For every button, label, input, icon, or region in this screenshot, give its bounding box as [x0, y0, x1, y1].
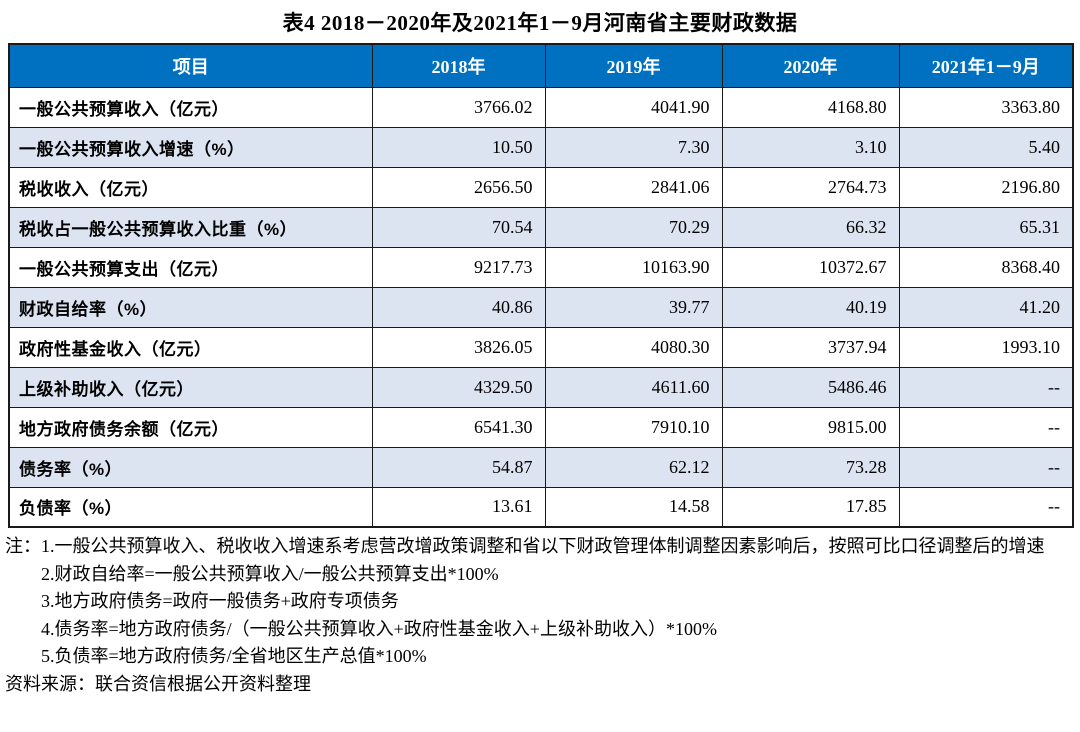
- table-row: 财政自给率（%） 40.86 39.77 40.19 41.20: [8, 286, 1074, 328]
- table-title: 表4 2018－2020年及2021年1－9月河南省主要财政数据: [282, 11, 798, 35]
- cell-value: --: [898, 406, 1074, 448]
- cell-value: 4329.50: [371, 366, 546, 408]
- cell-value: 17.85: [721, 486, 900, 528]
- row-label: 财政自给率（%）: [8, 286, 373, 328]
- cell-value: 7910.10: [544, 406, 723, 448]
- note-item: 4.债务率=地方政府债务/（一般公共预算收入+政府性基金收入+上级补助收入）*1…: [41, 618, 717, 639]
- cell-value: 3.10: [721, 126, 900, 168]
- column-header-2021: 2021年1－9月: [898, 43, 1074, 88]
- cell-value: 70.54: [371, 206, 546, 248]
- cell-value: 65.31: [898, 206, 1074, 248]
- column-header-2019: 2019年: [544, 43, 723, 88]
- table-header: 项目 2018年 2019年 2020年 2021年1－9月: [8, 43, 1074, 88]
- cell-value: 2196.80: [898, 166, 1074, 208]
- cell-value: 9217.73: [371, 246, 546, 288]
- cell-value: 3766.02: [371, 86, 546, 128]
- row-label: 一般公共预算收入增速（%）: [8, 126, 373, 168]
- cell-value: 4611.60: [544, 366, 723, 408]
- cell-value: 3737.94: [721, 326, 900, 368]
- row-label: 政府性基金收入（亿元）: [8, 326, 373, 368]
- note-list: 2.财政自给率=一般公共预算收入/一般公共预算支出*100% 3.地方政府债务=政…: [5, 561, 1075, 671]
- cell-value: 14.58: [544, 486, 723, 528]
- row-label: 一般公共预算支出（亿元）: [8, 246, 373, 288]
- cell-value: 2656.50: [371, 166, 546, 208]
- cell-value: --: [898, 486, 1074, 528]
- cell-value: 6541.30: [371, 406, 546, 448]
- table-row: 负债率（%） 13.61 14.58 17.85 --: [8, 486, 1074, 528]
- cell-value: 5486.46: [721, 366, 900, 408]
- column-header-2018: 2018年: [371, 43, 546, 88]
- source-line: 资料来源：联合资信根据公开资料整理: [5, 673, 311, 694]
- table-row: 一般公共预算收入增速（%） 10.50 7.30 3.10 5.40: [8, 126, 1074, 168]
- table-row: 政府性基金收入（亿元） 3826.05 4080.30 3737.94 1993…: [8, 326, 1074, 368]
- cell-value: 10372.67: [721, 246, 900, 288]
- table-row: 上级补助收入（亿元） 4329.50 4611.60 5486.46 --: [8, 366, 1074, 408]
- note-item: 3.地方政府债务=政府一般债务+政府专项债务: [41, 591, 399, 611]
- cell-value: 5.40: [898, 126, 1074, 168]
- header-row: 项目 2018年 2019年 2020年 2021年1－9月: [8, 43, 1074, 88]
- row-label: 一般公共预算收入（亿元）: [8, 86, 373, 128]
- cell-value: 9815.00: [721, 406, 900, 448]
- cell-value: 4041.90: [544, 86, 723, 128]
- cell-value: 62.12: [544, 446, 723, 488]
- note-1: 注：1.一般公共预算收入、税收收入增速系考虑营改增政策调整和省以下财政管理体制调…: [5, 536, 1045, 556]
- cell-value: 54.87: [371, 446, 546, 488]
- cell-value: 2764.73: [721, 166, 900, 208]
- cell-value: 40.86: [371, 286, 546, 328]
- cell-value: 8368.40: [898, 246, 1074, 288]
- fiscal-data-table: 项目 2018年 2019年 2020年 2021年1－9月 一般公共预算收入（…: [8, 43, 1074, 528]
- table-row: 地方政府债务余额（亿元） 6541.30 7910.10 9815.00 --: [8, 406, 1074, 448]
- column-header-item: 项目: [8, 43, 373, 88]
- row-label: 上级补助收入（亿元）: [8, 366, 373, 408]
- cell-value: 13.61: [371, 486, 546, 528]
- table-row: 税收收入（亿元） 2656.50 2841.06 2764.73 2196.80: [8, 166, 1074, 208]
- note-item: 2.财政自给率=一般公共预算收入/一般公共预算支出*100%: [41, 563, 499, 584]
- table-body: 一般公共预算收入（亿元） 3766.02 4041.90 4168.80 336…: [8, 86, 1074, 528]
- cell-value: 3826.05: [371, 326, 546, 368]
- cell-value: 2841.06: [544, 166, 723, 208]
- cell-value: 39.77: [544, 286, 723, 328]
- cell-value: 70.29: [544, 206, 723, 248]
- row-label: 债务率（%）: [8, 446, 373, 488]
- cell-value: --: [898, 446, 1074, 488]
- cell-value: 3363.80: [898, 86, 1074, 128]
- table-notes: 注：1.一般公共预算收入、税收收入增速系考虑营改增政策调整和省以下财政管理体制调…: [5, 533, 1075, 698]
- column-header-2020: 2020年: [721, 43, 900, 88]
- cell-value: 10.50: [371, 126, 546, 168]
- cell-value: 66.32: [721, 206, 900, 248]
- table-row: 一般公共预算收入（亿元） 3766.02 4041.90 4168.80 336…: [8, 86, 1074, 128]
- note-item: 5.负债率=地方政府债务/全省地区生产总值*100%: [41, 646, 427, 666]
- cell-value: --: [898, 366, 1074, 408]
- cell-value: 4168.80: [721, 86, 900, 128]
- row-label: 地方政府债务余额（亿元）: [8, 406, 373, 448]
- row-label: 税收收入（亿元）: [8, 166, 373, 208]
- cell-value: 73.28: [721, 446, 900, 488]
- row-label: 负债率（%）: [8, 486, 373, 528]
- cell-value: 40.19: [721, 286, 900, 328]
- cell-value: 1993.10: [898, 326, 1074, 368]
- table-row: 税收占一般公共预算收入比重（%） 70.54 70.29 66.32 65.31: [8, 206, 1074, 248]
- row-label: 税收占一般公共预算收入比重（%）: [8, 206, 373, 248]
- table-row: 债务率（%） 54.87 62.12 73.28 --: [8, 446, 1074, 488]
- table-row: 一般公共预算支出（亿元） 9217.73 10163.90 10372.67 8…: [8, 246, 1074, 288]
- cell-value: 7.30: [544, 126, 723, 168]
- cell-value: 10163.90: [544, 246, 723, 288]
- cell-value: 4080.30: [544, 326, 723, 368]
- cell-value: 41.20: [898, 286, 1074, 328]
